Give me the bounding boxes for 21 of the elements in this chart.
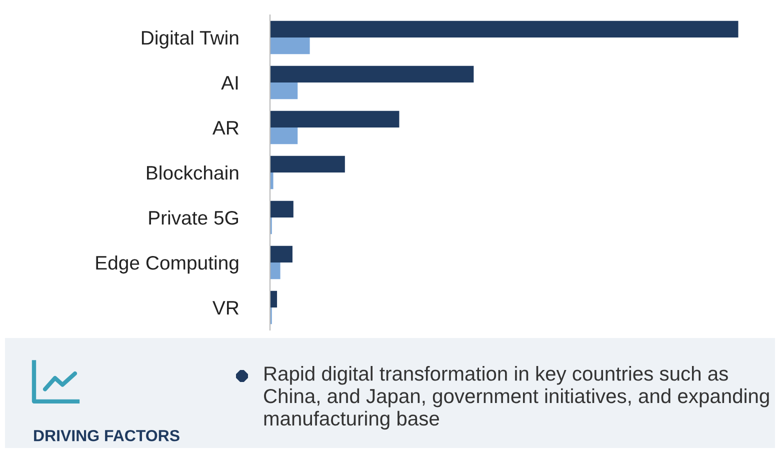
bar: [270, 262, 280, 280]
bar: [270, 38, 310, 54]
text: DRIVING FACTORS: [34, 430, 180, 442]
bar: [270, 156, 345, 172]
y-tick-label: Private 5G: [149, 210, 238, 225]
bar: [270, 246, 292, 262]
bar: [270, 172, 274, 190]
bar: [270, 20, 738, 38]
bar: [270, 200, 294, 218]
y-tick-label: Edge Computing: [96, 255, 238, 274]
bar: [270, 110, 400, 128]
y-tick-label: AI: [221, 76, 238, 90]
bar: [270, 290, 278, 308]
bar: [270, 128, 298, 144]
text: Rapid digital transformation in key countries such as China, and Japan, government initiatives, and expanding manufacturing base: [264, 366, 769, 430]
y-tick-label: Digital Twin: [142, 30, 238, 49]
y-tick-label: VR: [212, 301, 239, 315]
bar: [270, 82, 298, 100]
y-tick-label: AR: [212, 121, 239, 135]
bar: [270, 66, 474, 82]
y-tick-label: Blockchain: [147, 165, 238, 180]
